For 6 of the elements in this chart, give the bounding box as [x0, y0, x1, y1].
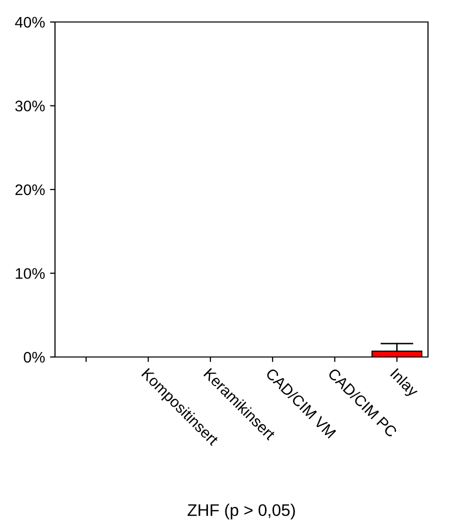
- y-tick-label: 40%: [15, 16, 45, 28]
- y-tick-label: 0%: [24, 352, 45, 363]
- y-tick-label: 30%: [15, 100, 45, 112]
- y-tick-label: 20%: [15, 184, 45, 196]
- x-axis-title: ZHF (p > 0,05): [188, 504, 295, 520]
- y-tick-label: 10%: [16, 268, 45, 279]
